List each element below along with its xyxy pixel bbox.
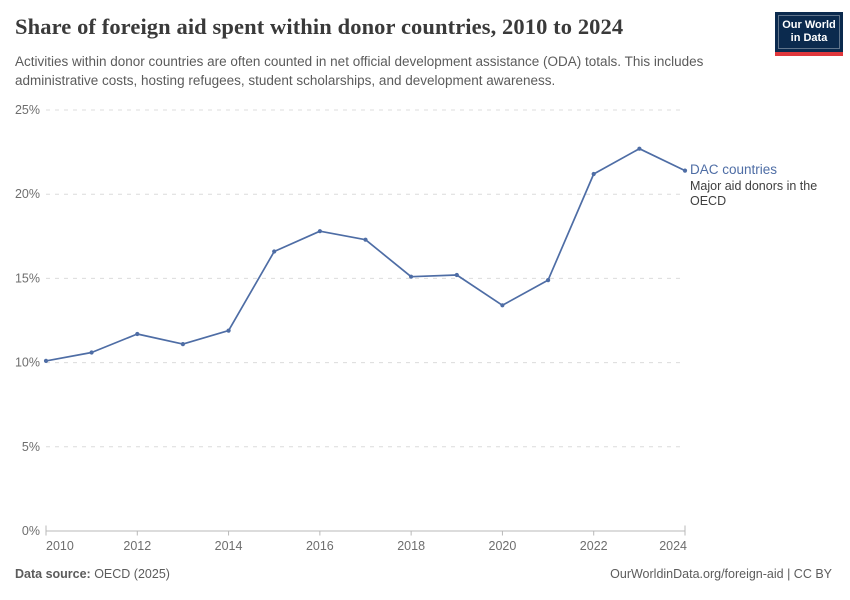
data-point[interactable] bbox=[454, 272, 459, 278]
x-axis-label: 2012 bbox=[123, 539, 151, 553]
data-point[interactable] bbox=[89, 350, 94, 355]
data-point[interactable] bbox=[180, 342, 185, 347]
data-point[interactable] bbox=[682, 168, 688, 173]
y-axis-label: 10% bbox=[15, 356, 40, 370]
chart-footer: Data source: OECD (2025) OurWorldinData.… bbox=[15, 567, 832, 581]
y-axis-label: 25% bbox=[15, 103, 40, 117]
chart-area: 0% 5% 10% 15% 20% 25% 2010 2012 2014 2016 2018 2020… bbox=[0, 90, 850, 560]
data-point[interactable] bbox=[591, 171, 596, 177]
y-axis-label: 20% bbox=[15, 187, 40, 201]
data-point[interactable] bbox=[546, 278, 551, 283]
data-point[interactable] bbox=[317, 229, 322, 234]
data-point[interactable] bbox=[272, 249, 277, 254]
data-source-value: OECD (2025) bbox=[90, 567, 170, 581]
x-axis-label: 2014 bbox=[215, 539, 243, 553]
line-chart: 0% 5% 10% 15% 20% 25% 2010 2012 2014 2016 2018 2020… bbox=[15, 103, 688, 553]
owid-logo-line2: in Data bbox=[790, 32, 828, 44]
x-axis-label: 2024 bbox=[659, 539, 687, 553]
owid-logo[interactable]: Our World in Data bbox=[775, 12, 843, 56]
x-axis-label: 2018 bbox=[397, 539, 425, 553]
y-axis-label: 5% bbox=[22, 440, 40, 454]
chart-subtitle: Activities within donor countries are of… bbox=[15, 54, 704, 88]
x-axis-label: 2010 bbox=[46, 539, 74, 553]
page-title: Share of foreign aid spent within donor … bbox=[15, 14, 624, 39]
x-axis-label: 2020 bbox=[489, 539, 517, 553]
data-point[interactable] bbox=[409, 274, 414, 279]
data-point[interactable] bbox=[43, 358, 49, 363]
owid-logo-line1: Our World bbox=[782, 19, 836, 31]
x-axis-label: 2022 bbox=[580, 539, 608, 553]
data-point[interactable] bbox=[135, 331, 140, 337]
data-line[interactable] bbox=[45, 147, 686, 362]
y-axis-label: 15% bbox=[15, 271, 40, 285]
owid-logo-text: Our World in Data bbox=[778, 15, 840, 49]
series-legend: DAC countries Major aid donors in the OE… bbox=[690, 162, 822, 209]
y-axis-label: 0% bbox=[22, 524, 40, 538]
legend-series-annotation: Major aid donors in the OECD bbox=[690, 179, 818, 208]
data-point[interactable] bbox=[226, 328, 231, 333]
data-source-label: Data source: bbox=[15, 567, 91, 581]
legend-series-label[interactable]: DAC countries bbox=[690, 162, 778, 177]
data-source: Data source: OECD (2025) bbox=[15, 567, 170, 581]
x-axis-label: 2016 bbox=[306, 539, 334, 553]
data-point[interactable] bbox=[363, 237, 368, 242]
data-point[interactable] bbox=[637, 146, 642, 151]
footer-citation-link[interactable]: OurWorldinData.org/foreign-aid | CC BY bbox=[610, 567, 832, 581]
data-point[interactable] bbox=[500, 303, 505, 308]
